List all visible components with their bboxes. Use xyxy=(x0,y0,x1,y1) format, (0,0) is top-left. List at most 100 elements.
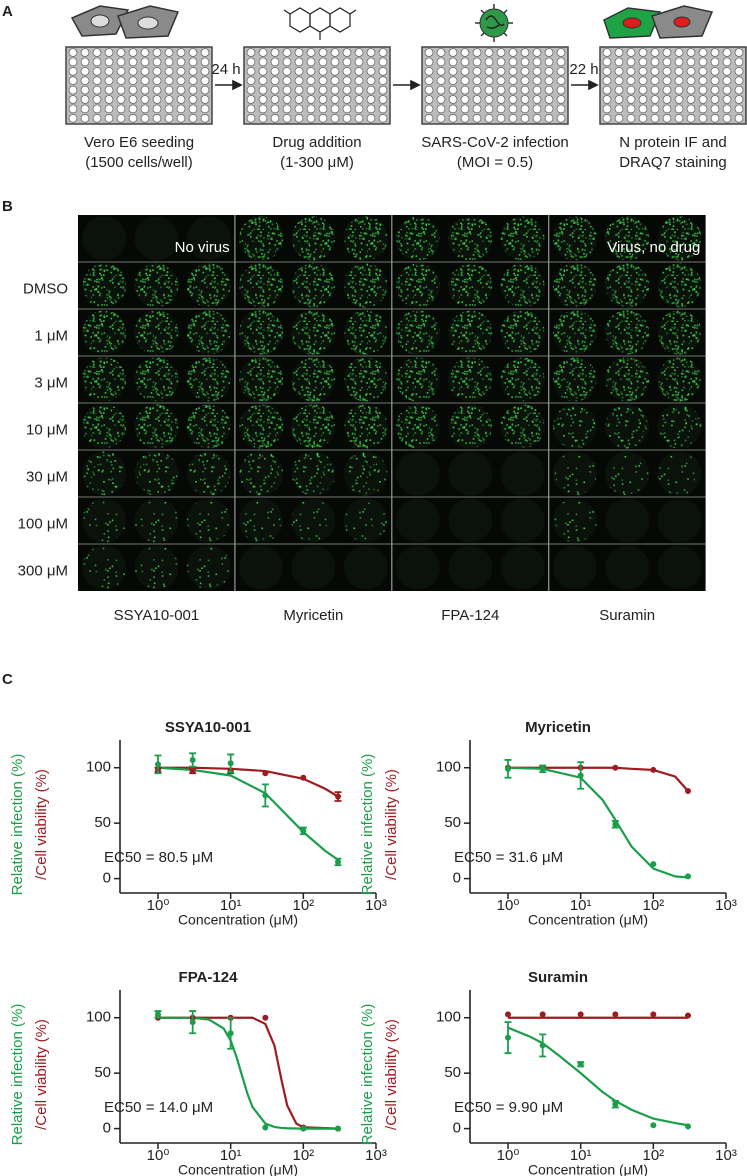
step-label: (1-300 μM) xyxy=(280,154,354,171)
plate-well xyxy=(544,57,554,67)
data-point xyxy=(612,1101,619,1108)
plate-well xyxy=(282,85,292,95)
plate-well xyxy=(686,85,696,95)
well-image xyxy=(448,216,493,261)
plate-body xyxy=(243,46,391,125)
plate-well xyxy=(496,76,506,86)
plate-well xyxy=(544,48,554,57)
plate-well xyxy=(270,66,280,76)
well-image xyxy=(291,357,336,402)
plate-well xyxy=(294,85,304,95)
plate-well xyxy=(508,104,518,114)
plate-well xyxy=(92,76,102,86)
plate-well xyxy=(602,95,612,104)
plate-well xyxy=(520,85,530,95)
well-image xyxy=(552,545,597,590)
data-point xyxy=(685,873,692,880)
plate-well xyxy=(698,66,708,76)
well-image xyxy=(448,263,493,308)
plate-well xyxy=(140,113,150,123)
plate-well xyxy=(638,113,648,123)
plate-well xyxy=(496,95,506,104)
x-axis-label: Concentration (μM) xyxy=(528,1162,648,1176)
plate-well xyxy=(116,113,126,123)
plate-well xyxy=(378,113,388,123)
plate-well xyxy=(472,95,482,104)
plate-well xyxy=(448,113,458,123)
plate-well xyxy=(354,66,364,76)
plate-well xyxy=(188,95,198,104)
data-point xyxy=(504,1011,511,1018)
plate-well xyxy=(164,66,174,76)
plate-well xyxy=(176,48,186,57)
plate-well xyxy=(378,48,388,57)
well-image xyxy=(395,216,440,261)
well-image xyxy=(134,310,179,355)
plate-well xyxy=(460,57,470,67)
plate-well xyxy=(686,104,696,114)
x-tick-label: 10⁰ xyxy=(497,897,520,914)
plate-well xyxy=(378,76,388,86)
plate-well xyxy=(602,57,612,67)
plate-well xyxy=(330,48,340,57)
well-image xyxy=(134,545,179,590)
step-label: Vero E6 seeding xyxy=(84,134,194,151)
plate-well xyxy=(424,104,434,114)
plate-well xyxy=(638,66,648,76)
data-point xyxy=(612,764,619,771)
molecule-icon xyxy=(283,7,357,40)
well-image xyxy=(186,310,231,355)
plate-well xyxy=(460,48,470,57)
plate-well xyxy=(188,104,198,114)
row-label: 1 μM xyxy=(34,327,68,344)
x-tick-label: 10³ xyxy=(715,1147,737,1164)
plate-well xyxy=(734,76,744,86)
plate-well xyxy=(92,66,102,76)
plate-well xyxy=(140,85,150,95)
row-label: 300 μM xyxy=(18,562,68,579)
plate-well xyxy=(544,76,554,86)
plate-body xyxy=(599,46,747,125)
plate-well xyxy=(246,48,256,57)
plate-well xyxy=(378,95,388,104)
plate-well xyxy=(330,95,340,104)
plate-well xyxy=(188,48,198,57)
plate-well xyxy=(152,113,162,123)
plate-well xyxy=(472,66,482,76)
plate-well xyxy=(508,76,518,86)
plate-well xyxy=(80,66,90,76)
plate-well xyxy=(734,85,744,95)
well-image xyxy=(657,357,702,402)
well-image xyxy=(239,357,284,402)
plate-well xyxy=(200,104,210,114)
data-point xyxy=(189,1019,196,1026)
header-label: No virus xyxy=(175,239,230,256)
plate-well xyxy=(496,57,506,67)
plate-well xyxy=(80,85,90,95)
plate-well xyxy=(472,113,482,123)
x-axis-label: Concentration (μM) xyxy=(528,912,648,928)
plate-well xyxy=(472,48,482,57)
data-point xyxy=(335,1125,342,1132)
plate-well xyxy=(258,66,268,76)
plate-well xyxy=(164,95,174,104)
plate-well xyxy=(650,85,660,95)
row-label: DMSO xyxy=(23,280,68,297)
plate-well xyxy=(116,85,126,95)
plate-well xyxy=(200,48,210,57)
plate-well xyxy=(448,48,458,57)
y-axis-label: Relative infection (%) xyxy=(9,1004,26,1146)
plate-well xyxy=(556,85,566,95)
plate-well xyxy=(246,113,256,123)
plate-well xyxy=(80,95,90,104)
step-label: (1500 cells/well) xyxy=(85,154,193,171)
plate-well xyxy=(164,48,174,57)
fit-curve xyxy=(508,766,689,792)
plate-well xyxy=(342,113,352,123)
plate-well xyxy=(698,85,708,95)
well-image xyxy=(291,451,336,496)
chart: Myricetin Concentration (μM) 0 50 100 10⁰ 10¹ 1… xyxy=(359,719,737,928)
plate-well xyxy=(722,76,732,86)
plate-well xyxy=(116,57,126,67)
y-axis-label: /Cell viability (%) xyxy=(383,769,400,880)
